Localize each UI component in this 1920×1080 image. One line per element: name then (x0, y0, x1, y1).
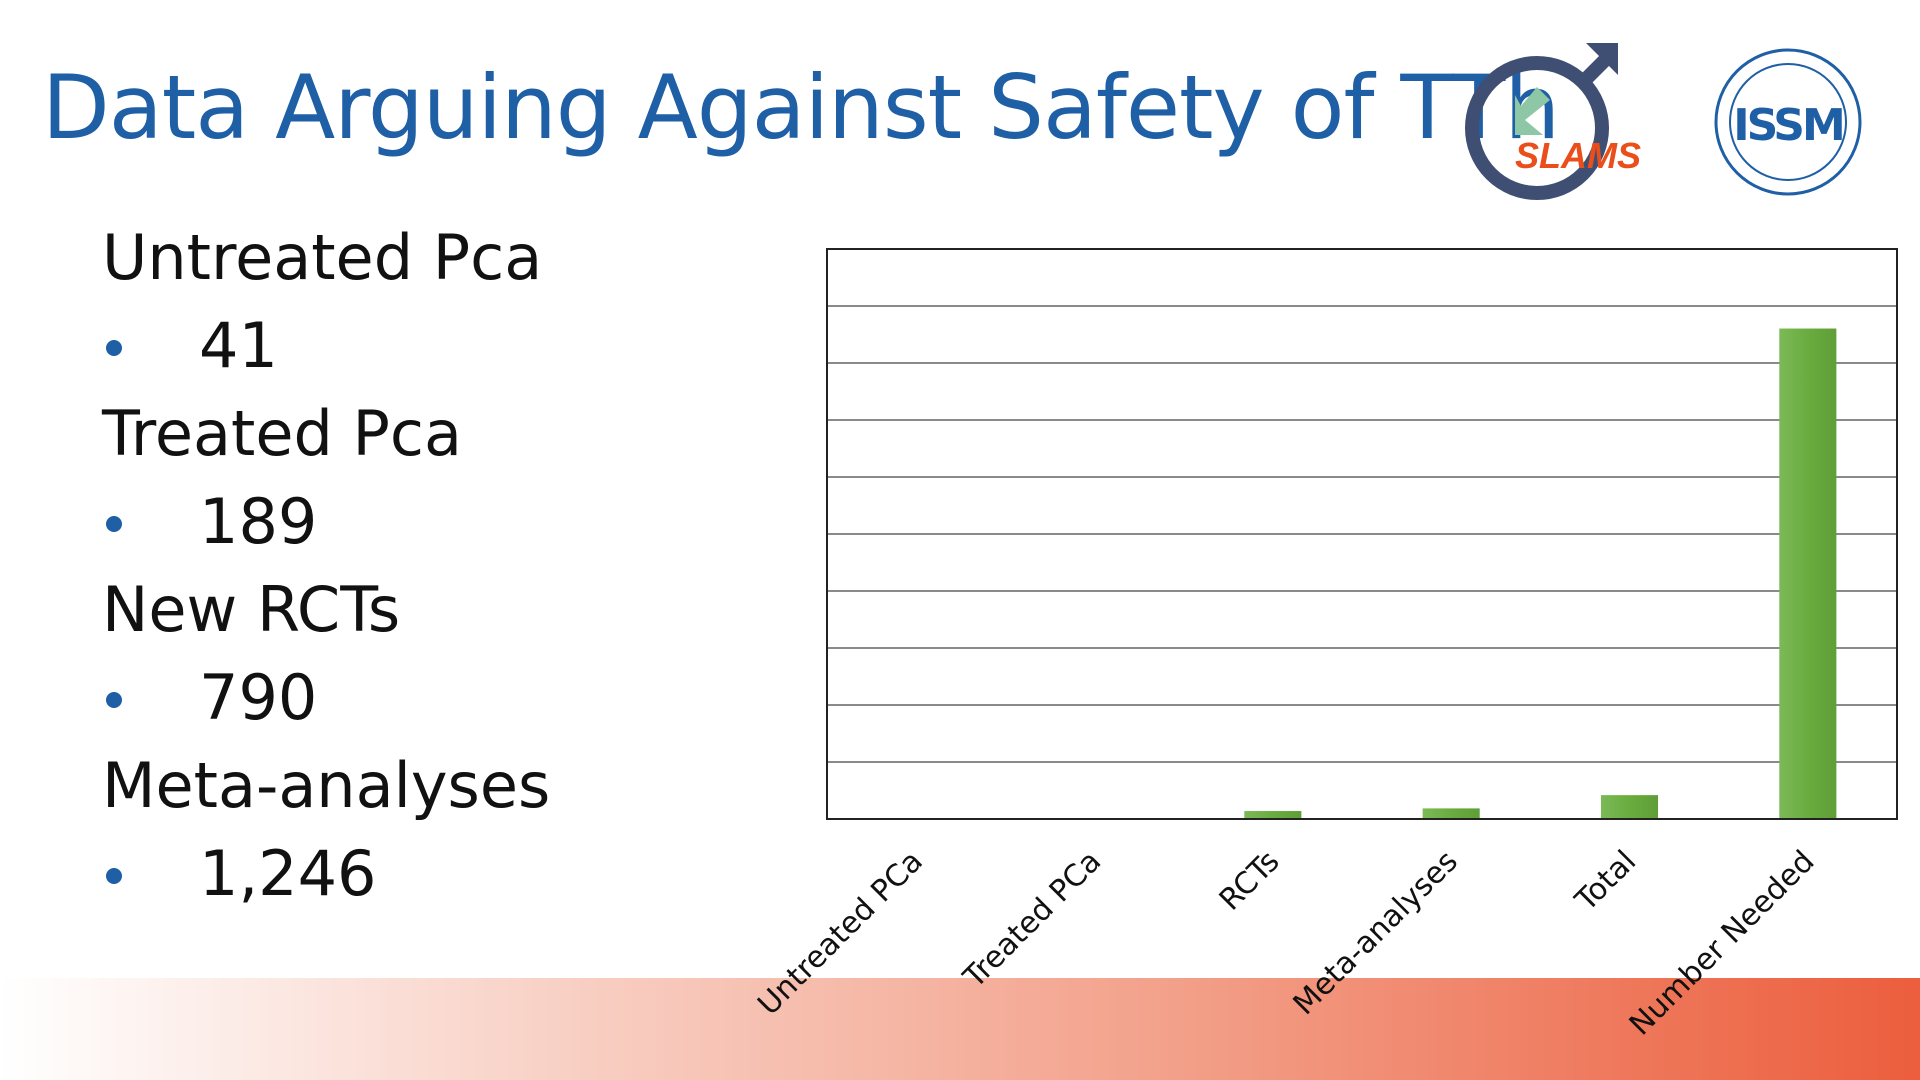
stat-value-text: 189 (199, 485, 318, 558)
stat-value-text: 1,246 (199, 837, 377, 910)
chart-category-labels: Untreated PCa Treated PCa RCTs Meta-analyse… (751, 844, 1821, 1043)
category-label: Treated PCa (956, 844, 1108, 996)
stat-label: Meta-analyses (102, 749, 551, 822)
bullet-icon (106, 516, 122, 532)
bullet-icon (106, 340, 122, 356)
stats-list: Untreated Pca 41 Treated Pca 189 New RCT… (102, 222, 742, 926)
stat-value: 790 (102, 662, 742, 734)
category-label: RCTs (1213, 844, 1287, 918)
category-label: Untreated PCa (751, 844, 930, 1023)
category-label: Total (1568, 844, 1643, 919)
category-label: Number Needed (1623, 844, 1822, 1043)
chart-frame (826, 248, 1898, 820)
stat-value: 41 (102, 310, 742, 382)
bar (1600, 795, 1659, 819)
slide-title: Data Arguing Against Safety of TTh (42, 56, 1560, 159)
bullet-icon (106, 692, 122, 708)
stat-label: Treated Pca (102, 397, 463, 470)
slams-logo: SLAMS (1465, 43, 1641, 200)
bar (1422, 808, 1480, 819)
bar (1779, 328, 1837, 819)
stat-label: New RCTs (102, 573, 401, 646)
stat-value: 1,246 (102, 838, 742, 910)
stat-label: Untreated Pca (102, 221, 543, 294)
bottom-gradient-band (0, 978, 1920, 1080)
category-label: Meta-analyses (1287, 844, 1465, 1022)
bar (1244, 811, 1302, 819)
chart-bars (1244, 328, 1837, 819)
issm-logo-text: ISSM (1733, 100, 1843, 151)
logos: SLAMS ISSM (1465, 43, 1862, 200)
stat-value: 189 (102, 486, 742, 558)
bullet-icon (106, 868, 122, 884)
issm-logo: ISSM (1714, 48, 1862, 196)
stat-value-text: 41 (199, 309, 278, 382)
stat-value-text: 790 (199, 661, 318, 734)
slams-logo-text: SLAMS (1515, 135, 1641, 176)
chart-gridlines (827, 305, 1897, 763)
